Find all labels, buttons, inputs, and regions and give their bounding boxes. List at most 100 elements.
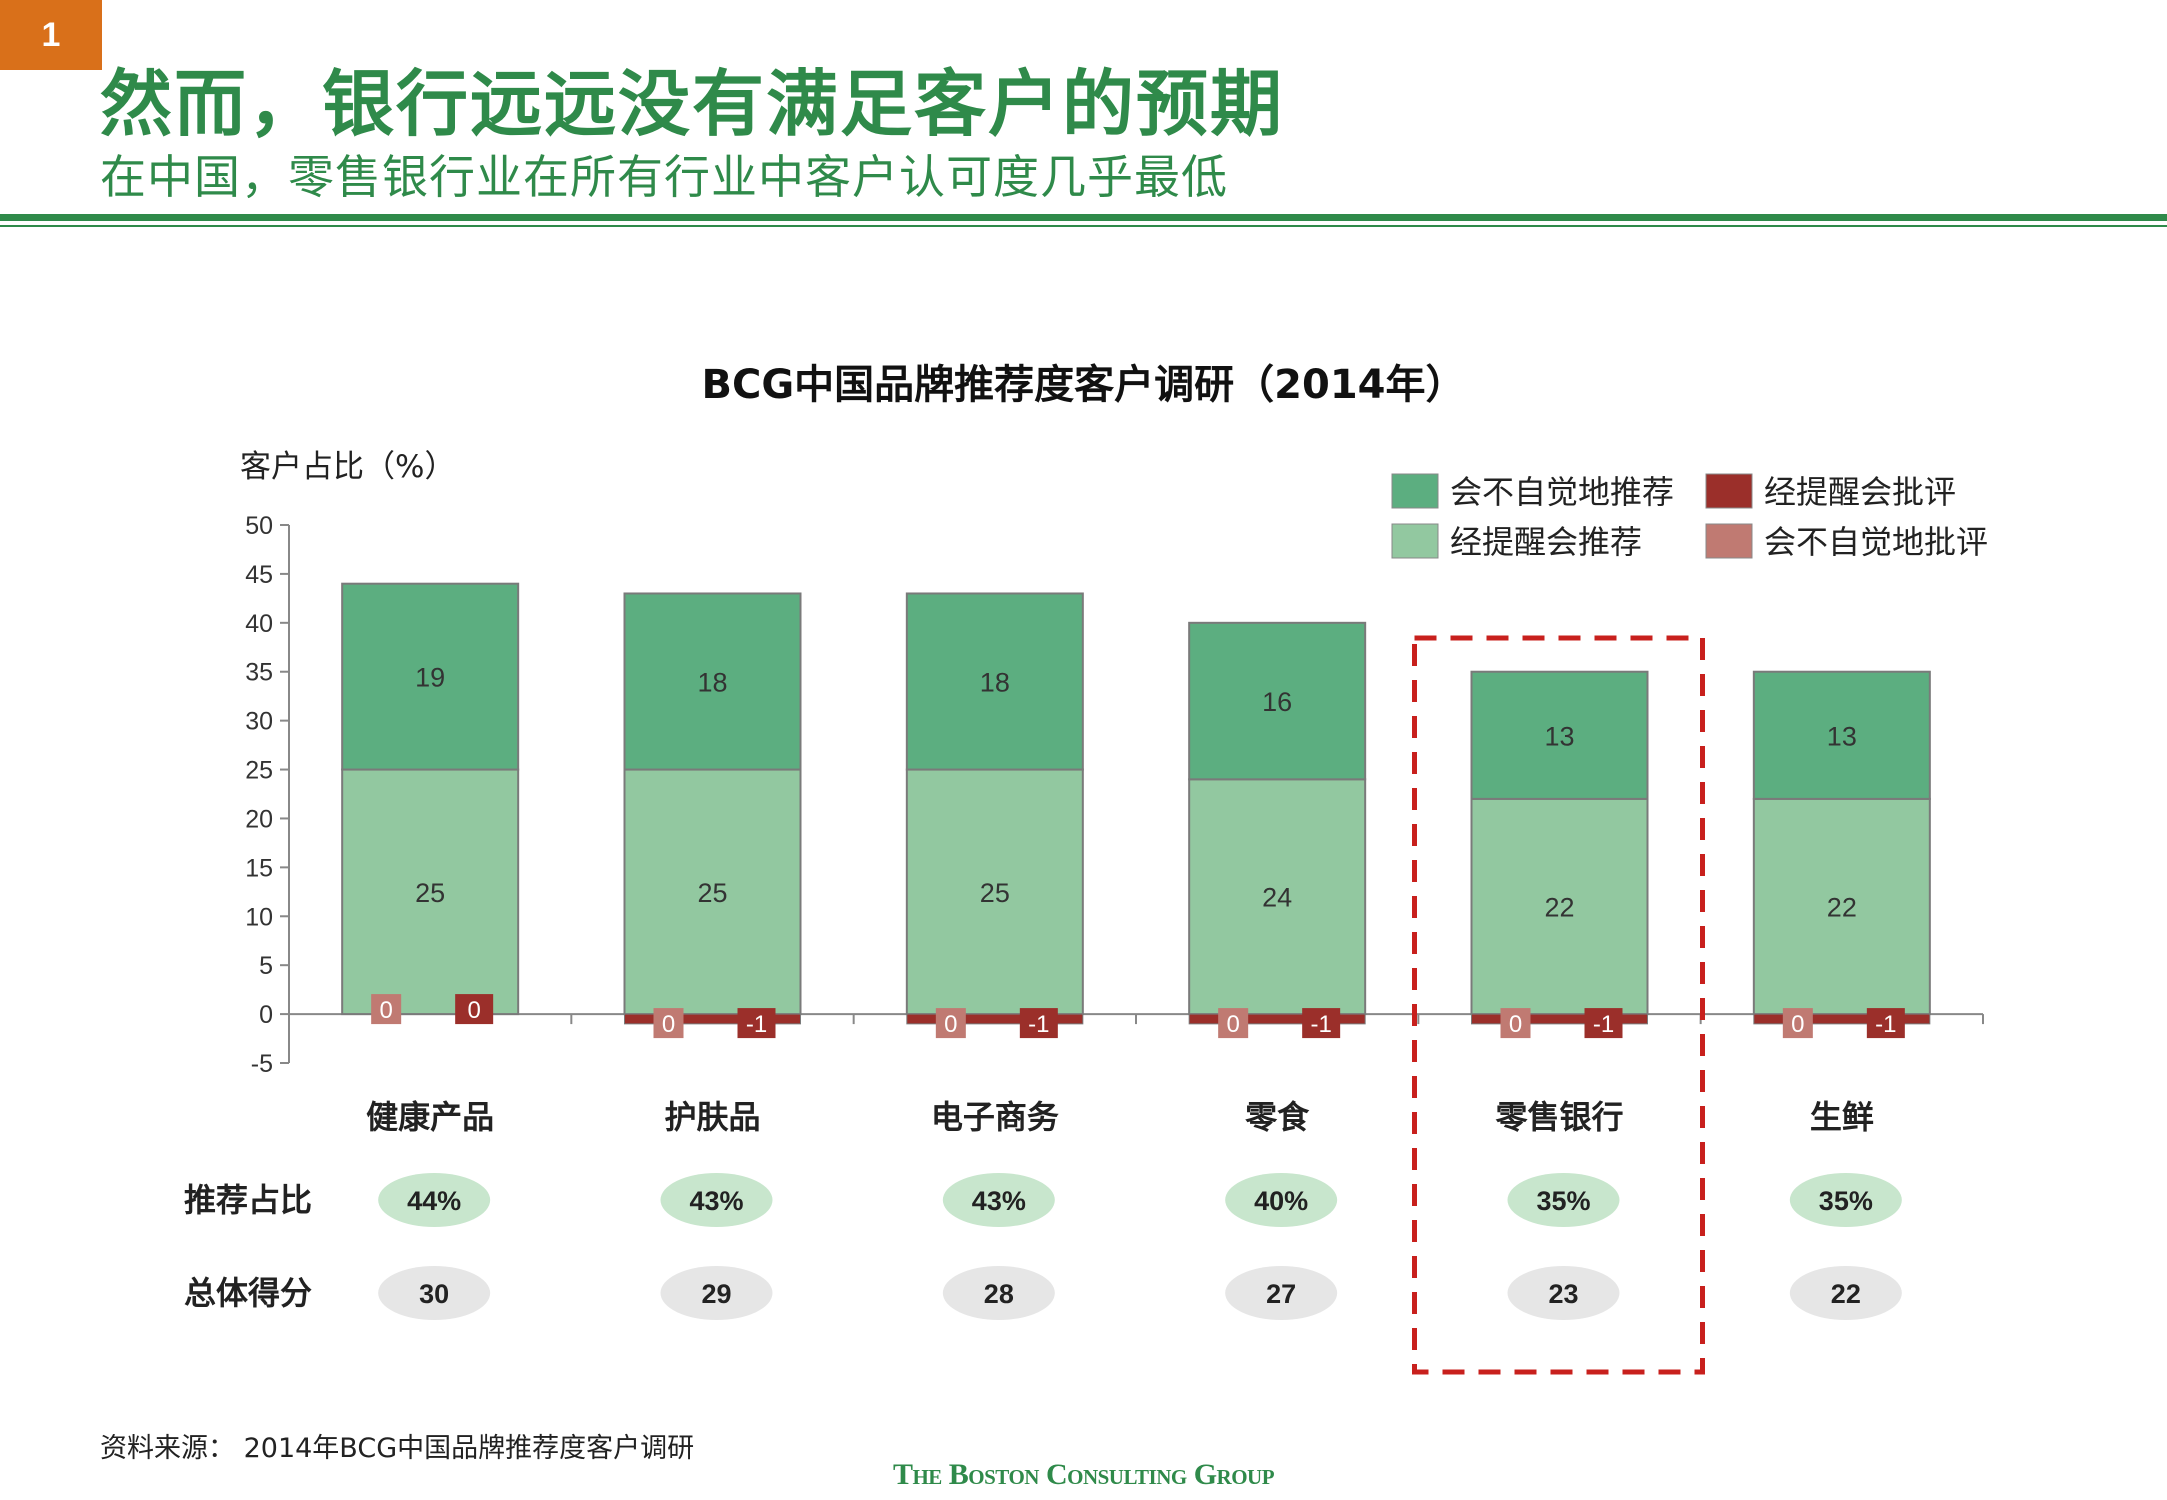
x-category-label: 零售银行 bbox=[1495, 1098, 1623, 1136]
data-label-recommend-spontaneous: 19 bbox=[415, 663, 445, 693]
source-note: 资料来源： 2014年BCG中国品牌推荐度客户调研 bbox=[100, 1433, 695, 1464]
row-label-overall-score: 总体得分 bbox=[184, 1274, 312, 1312]
recommend-share-value: 43% bbox=[972, 1186, 1026, 1216]
label-box-criticize-spontaneous bbox=[1782, 1008, 1813, 1039]
data-label-recommend-prompted: 22 bbox=[1544, 892, 1574, 922]
data-label-recommend-prompted: 25 bbox=[980, 878, 1010, 908]
data-label-recommend-spontaneous: 16 bbox=[1262, 687, 1292, 717]
data-label-criticize-spontaneous: 0 bbox=[379, 997, 392, 1024]
chart-title: BCG中国品牌推荐度客户调研（2014年） bbox=[701, 362, 1466, 408]
recommend-share-pill bbox=[942, 1173, 1055, 1227]
page-number-badge: 1 bbox=[0, 0, 102, 70]
y-axis-label: 客户占比（%） bbox=[240, 449, 455, 485]
y-tick-label: 50 bbox=[245, 512, 273, 540]
data-label-recommend-spontaneous: 13 bbox=[1544, 721, 1574, 751]
label-box-criticize-spontaneous bbox=[1500, 1008, 1531, 1039]
recommend-share-value: 43% bbox=[689, 1186, 743, 1216]
data-label-criticize-prompted: -1 bbox=[1028, 1011, 1049, 1038]
bar-recommend-spontaneous bbox=[623, 592, 802, 771]
overall-score-value: 30 bbox=[419, 1279, 449, 1309]
legend-swatch bbox=[1391, 473, 1439, 509]
label-box-criticize-prompted bbox=[1866, 1008, 1905, 1039]
label-box-criticize-prompted bbox=[455, 994, 494, 1025]
y-tick-label: 15 bbox=[245, 854, 273, 882]
row-label-recommend-share: 推荐占比 bbox=[184, 1181, 312, 1219]
y-tick-label: 40 bbox=[245, 610, 273, 638]
data-label-recommend-spontaneous: 13 bbox=[1827, 721, 1857, 751]
data-label-recommend-prompted: 25 bbox=[697, 878, 727, 908]
recommend-share-pill bbox=[1507, 1173, 1620, 1227]
x-category-label: 健康产品 bbox=[366, 1098, 494, 1136]
y-tick-label: 35 bbox=[245, 659, 273, 687]
bar-criticize-prompted bbox=[1188, 1013, 1366, 1025]
bar-criticize-prompted bbox=[906, 1013, 1084, 1025]
bar-criticize-prompted bbox=[1471, 1013, 1648, 1025]
title-divider bbox=[0, 214, 2167, 221]
y-tick-label: 0 bbox=[259, 1001, 273, 1029]
recommend-share-pill bbox=[1225, 1173, 1338, 1227]
overall-score-value: 22 bbox=[1831, 1279, 1861, 1309]
overall-score-pill bbox=[1789, 1266, 1902, 1320]
y-tick-label: 25 bbox=[245, 757, 273, 785]
overall-score-pill bbox=[942, 1266, 1055, 1320]
recommend-share-value: 35% bbox=[1536, 1186, 1590, 1216]
y-tick-label: 20 bbox=[245, 805, 273, 833]
overall-score-value: 23 bbox=[1548, 1279, 1578, 1309]
y-tick-label: 45 bbox=[245, 561, 273, 589]
data-label-criticize-prompted: -1 bbox=[1593, 1011, 1614, 1038]
legend-label: 会不自觉地批评 bbox=[1764, 523, 1988, 561]
bar-recommend-spontaneous bbox=[1188, 621, 1367, 781]
bar-criticize-prompted bbox=[1753, 1013, 1931, 1025]
overall-score-pill bbox=[660, 1266, 773, 1320]
y-tick-label: 30 bbox=[245, 708, 273, 736]
bar-criticize-prompted bbox=[624, 1013, 801, 1025]
data-label-recommend-prompted: 24 bbox=[1262, 883, 1292, 913]
bcg-logo: The Boston Consulting Group bbox=[892, 1458, 1275, 1491]
label-box-criticize-prompted bbox=[1302, 1008, 1341, 1039]
data-label-criticize-spontaneous: 0 bbox=[1509, 1011, 1522, 1038]
data-label-criticize-spontaneous: 0 bbox=[1791, 1011, 1804, 1038]
data-label-criticize-prompted: -1 bbox=[1875, 1011, 1896, 1038]
overall-score-pill bbox=[1225, 1266, 1338, 1320]
bar-recommend-prompted bbox=[1752, 797, 1931, 1016]
x-category-label: 护肤品 bbox=[664, 1098, 760, 1136]
x-category-label: 零食 bbox=[1245, 1098, 1310, 1136]
bar-recommend-prompted bbox=[341, 768, 520, 1016]
data-label-recommend-prompted: 22 bbox=[1827, 892, 1857, 922]
label-box-criticize-spontaneous bbox=[1218, 1008, 1249, 1039]
data-label-criticize-spontaneous: 0 bbox=[1226, 1011, 1239, 1038]
title-divider-thin bbox=[0, 225, 2167, 227]
data-label-criticize-prompted: -1 bbox=[1310, 1011, 1331, 1038]
data-label-criticize-spontaneous: 0 bbox=[944, 1011, 957, 1038]
legend-swatch bbox=[1705, 473, 1753, 509]
page-subtitle: 在中国，零售银行业在所有行业中客户认可度几乎最低 bbox=[100, 150, 1228, 204]
overall-score-value: 29 bbox=[701, 1279, 731, 1309]
y-tick-label: 5 bbox=[259, 952, 273, 980]
bar-recommend-spontaneous bbox=[905, 592, 1084, 771]
recommend-share-value: 44% bbox=[407, 1186, 461, 1216]
label-box-criticize-prompted bbox=[737, 1008, 776, 1039]
recommend-share-value: 40% bbox=[1254, 1186, 1308, 1216]
x-category-label: 生鲜 bbox=[1810, 1098, 1874, 1136]
legend-label: 经提醒会推荐 bbox=[1450, 523, 1642, 561]
overall-score-value: 28 bbox=[984, 1279, 1014, 1309]
recommend-share-pill bbox=[1789, 1173, 1902, 1227]
recommend-share-pill bbox=[660, 1173, 773, 1227]
label-box-criticize-prompted bbox=[1584, 1008, 1623, 1039]
overall-score-pill bbox=[378, 1266, 491, 1320]
legend-swatch bbox=[1705, 523, 1753, 559]
y-tick-label: 10 bbox=[245, 903, 273, 931]
data-label-recommend-spontaneous: 18 bbox=[980, 668, 1010, 698]
label-box-criticize-prompted bbox=[1019, 1008, 1058, 1039]
data-label-criticize-spontaneous: 0 bbox=[662, 1011, 675, 1038]
bar-recommend-spontaneous bbox=[341, 582, 520, 771]
legend-label: 会不自觉地推荐 bbox=[1450, 473, 1674, 511]
bar-recommend-spontaneous bbox=[1470, 670, 1649, 800]
data-label-recommend-spontaneous: 18 bbox=[697, 668, 727, 698]
data-label-criticize-prompted: -1 bbox=[746, 1011, 767, 1038]
x-category-label: 电子商务 bbox=[931, 1098, 1059, 1136]
legend-swatch bbox=[1391, 523, 1439, 559]
overall-score-pill bbox=[1507, 1266, 1620, 1320]
bar-recommend-prompted bbox=[905, 768, 1084, 1016]
page-title: 然而，银行远远没有满足客户的预期 bbox=[100, 62, 1285, 146]
